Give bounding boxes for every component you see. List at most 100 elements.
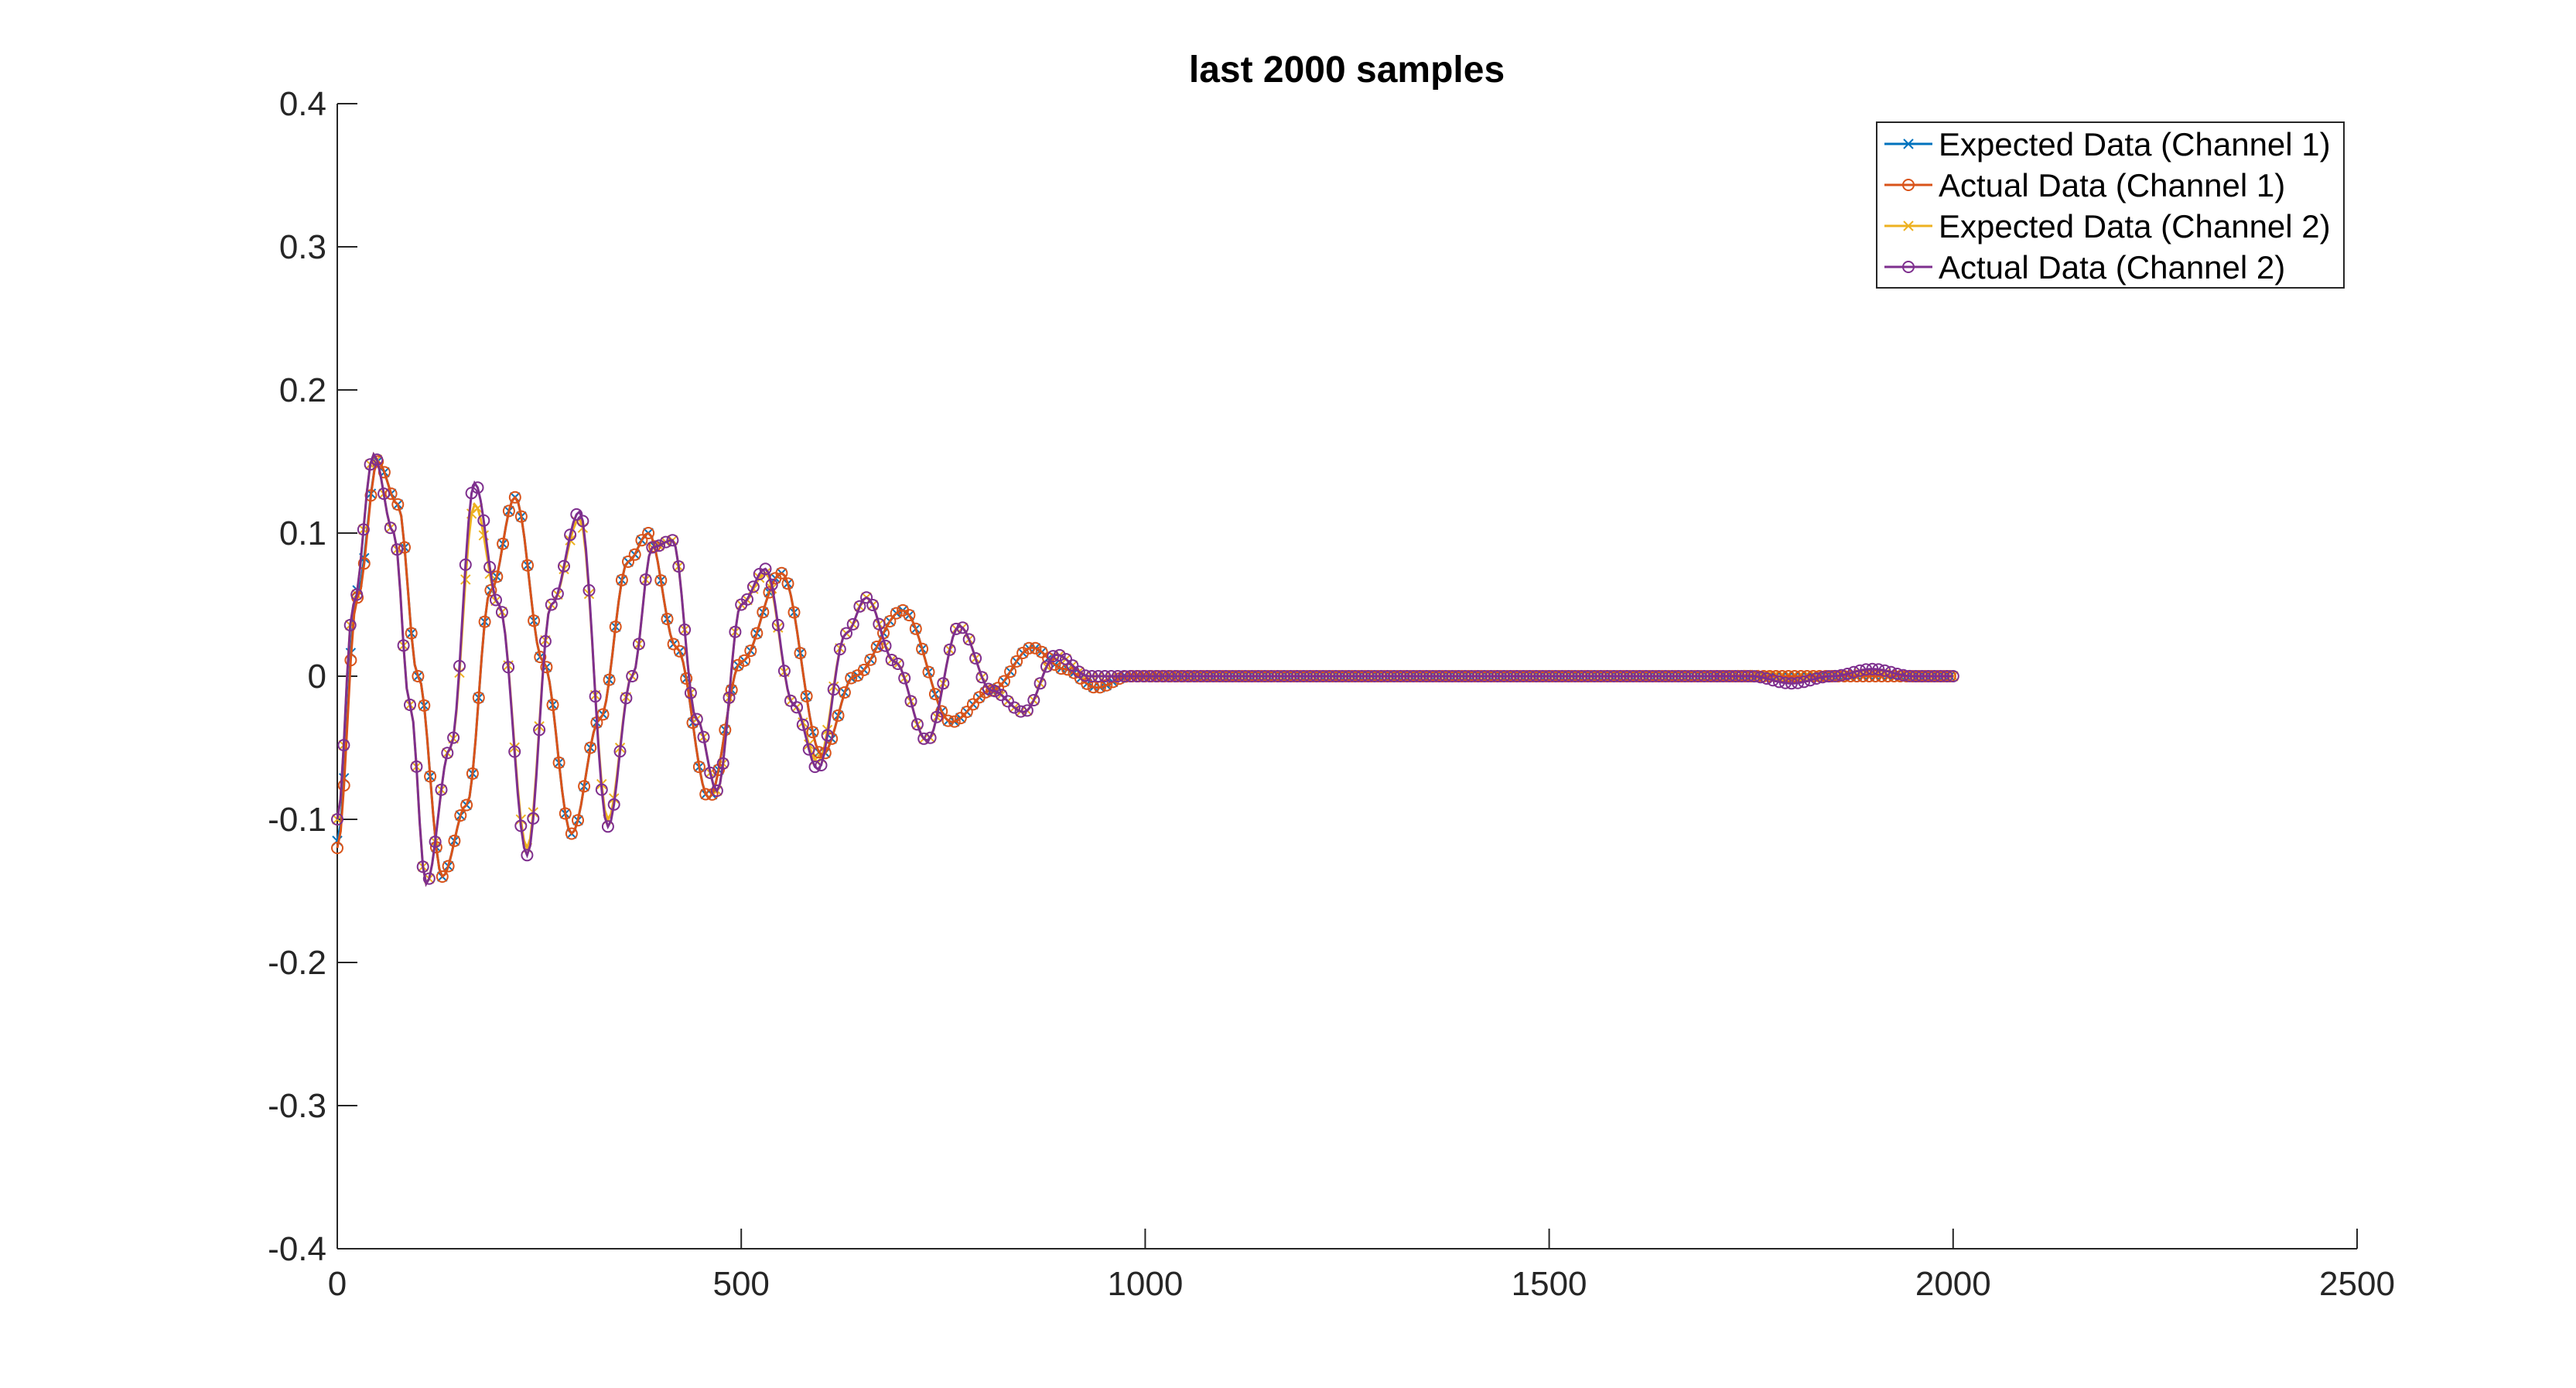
data-point (757, 606, 770, 619)
data-point (384, 487, 398, 501)
data-point (1124, 670, 1137, 682)
data-point (1691, 670, 1704, 682)
data-point (1361, 670, 1375, 682)
data-point (1303, 670, 1317, 682)
data-point (738, 654, 751, 667)
data-point (1213, 670, 1226, 682)
series-layer (331, 451, 1959, 887)
data-point (378, 487, 391, 501)
data-point (885, 654, 898, 666)
data-point (435, 783, 448, 796)
data-point (1735, 670, 1748, 682)
data-point (1760, 672, 1773, 685)
data-point (781, 577, 794, 590)
data-point (1150, 670, 1163, 682)
data-point (1748, 670, 1761, 683)
data-point (796, 718, 809, 731)
data-point (1053, 648, 1066, 662)
data-point (1607, 670, 1621, 682)
data-point (1054, 662, 1068, 675)
data-point (441, 747, 454, 760)
data-point (1897, 668, 1910, 682)
data-point (384, 521, 397, 535)
data-point (699, 788, 712, 801)
data-point (545, 598, 558, 611)
data-point (800, 689, 813, 703)
x-tick-label: 2000 (1915, 1265, 1991, 1303)
y-tick-label: -0.1 (268, 801, 326, 839)
data-point (1601, 670, 1614, 682)
data-point (1581, 670, 1594, 682)
data-point (653, 539, 665, 552)
data-point (1729, 670, 1742, 682)
data-point (775, 566, 788, 579)
data-point (763, 586, 776, 599)
data-point (635, 534, 648, 547)
data-point (1029, 641, 1042, 655)
data-point (1027, 694, 1040, 706)
data-point (344, 654, 357, 667)
data-point (527, 812, 540, 825)
data-point (998, 675, 1010, 688)
data-point (954, 712, 967, 725)
data-point (1785, 677, 1798, 690)
data-point (551, 587, 564, 600)
data-point (466, 767, 479, 780)
data-point (508, 745, 521, 758)
data-point (802, 743, 815, 756)
data-point (1010, 655, 1023, 668)
chart-title: last 2000 samples (1189, 50, 1505, 91)
data-point (1323, 670, 1336, 682)
data-point (975, 671, 989, 684)
data-point (966, 698, 979, 711)
data-point (1679, 670, 1692, 682)
data-point (1048, 658, 1061, 671)
y-tick-label: 0.1 (279, 515, 326, 552)
data-point (1162, 670, 1175, 682)
data-point (725, 683, 738, 696)
legend-label: Expected Data (Channel 2) (1939, 208, 2331, 244)
data-point (1001, 695, 1014, 708)
data-point (1928, 670, 1941, 682)
data-point (626, 670, 639, 682)
data-point (922, 665, 935, 679)
data-point (1903, 669, 1916, 682)
data-point (1181, 670, 1194, 682)
data-point (1060, 653, 1072, 665)
data-point (502, 661, 515, 674)
data-point (864, 653, 877, 666)
data-point (1823, 670, 1836, 683)
data-point (678, 623, 692, 636)
data-point (982, 682, 995, 696)
data-point (1047, 650, 1060, 663)
data-point (1847, 665, 1860, 679)
data-point (791, 701, 803, 714)
data-point (777, 665, 791, 678)
data-point (1105, 670, 1118, 682)
legend-marker (1902, 179, 1915, 191)
y-tick-label: -0.2 (268, 944, 326, 982)
data-point (601, 820, 614, 833)
data-point (1523, 670, 1536, 682)
data-point (853, 600, 866, 613)
data-point (787, 606, 801, 619)
data-point (1079, 669, 1092, 682)
data-point (622, 556, 634, 568)
data-point (1891, 668, 1904, 680)
data-point (659, 535, 672, 549)
data-point (1766, 674, 1779, 687)
y-tick-label: -0.3 (268, 1087, 326, 1125)
data-point (477, 514, 490, 527)
data-point (1835, 668, 1848, 682)
data-point (1004, 665, 1017, 679)
data-point (642, 527, 655, 539)
data-point (1620, 670, 1633, 682)
data-point (1290, 670, 1303, 682)
data-point (1704, 670, 1717, 682)
data-point (1562, 670, 1575, 682)
data-point (495, 606, 508, 619)
data-point (1169, 670, 1181, 682)
data-point (628, 548, 641, 561)
data-point (716, 757, 729, 770)
data-point (729, 625, 742, 638)
